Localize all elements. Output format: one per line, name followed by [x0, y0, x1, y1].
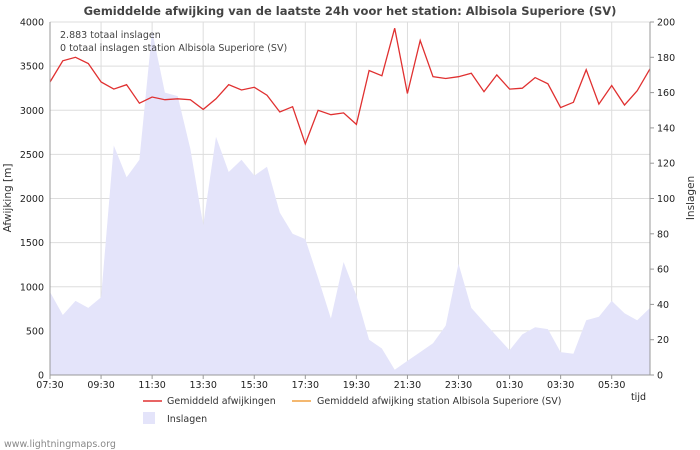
- left-tick-label-4: 2000: [20, 194, 44, 205]
- legend-label-deviation: Gemiddeld afwijkingen: [167, 396, 276, 407]
- left-tick-label-2: 1000: [20, 282, 44, 293]
- deviation-line: [49, 28, 651, 146]
- chart-title: Gemiddelde afwijking van de laatste 24h …: [84, 4, 617, 18]
- left-tick-label-7: 3500: [20, 62, 44, 73]
- left-tick-label-8: 4000: [20, 18, 44, 29]
- y-axis-label-left: Afwijking [m]: [2, 164, 14, 233]
- legend: Gemiddeld afwijkingen Gemiddeld afwijkin…: [143, 396, 562, 425]
- annotation-station-strikes: 0 totaal inslagen station Albisola Super…: [60, 43, 287, 54]
- left-axis-ticks: 0 500 1000 1500 2000 2500 3000 3500 4000: [20, 18, 44, 382]
- right-tick-label-4: 80: [657, 229, 669, 240]
- legend-label-station: Gemiddeld afwijking station Albisola Sup…: [317, 396, 562, 407]
- right-tick-label-1: 20: [657, 335, 669, 346]
- left-tick-label-5: 2500: [20, 150, 44, 161]
- x-axis-label: tijd: [631, 392, 646, 403]
- legend-swatch-strikes: [143, 412, 155, 424]
- x-tick-label-1: 09:30: [87, 380, 114, 391]
- strikes-area: [50, 30, 650, 376]
- x-tick-label-6: 19:30: [343, 380, 370, 391]
- right-tick-label-2: 40: [657, 300, 669, 311]
- x-tick-label-10: 03:30: [547, 380, 574, 391]
- left-tick-label-1: 500: [26, 326, 44, 337]
- x-tick-label-3: 13:30: [189, 380, 216, 391]
- annotation-total-strikes: 2.883 totaal inslagen: [60, 30, 161, 41]
- x-tick-label-5: 17:30: [292, 380, 319, 391]
- right-axis-ticks: 0 20 40 60 80 100 120 140 160 180 200: [650, 18, 675, 382]
- x-tick-label-0: 07:30: [36, 380, 63, 391]
- legend-label-strikes: Inslagen: [167, 414, 207, 425]
- y-axis-label-right: Inslagen: [685, 176, 697, 220]
- right-tick-label-10: 200: [657, 18, 675, 29]
- right-tick-label-5: 100: [657, 194, 675, 205]
- x-axis-ticks: 07:30 09:30 11:30 13:30 15:30 17:30 19:30 21:30…: [36, 375, 625, 391]
- right-tick-label-8: 160: [657, 88, 675, 99]
- right-tick-label-0: 0: [657, 371, 663, 382]
- right-tick-label-7: 140: [657, 123, 675, 134]
- x-tick-label-8: 23:30: [445, 380, 472, 391]
- strikes-area-path: [50, 30, 650, 376]
- deviation-line-path: [49, 28, 651, 146]
- right-tick-label-3: 60: [657, 265, 669, 276]
- left-tick-label-0: 0: [38, 371, 44, 382]
- left-tick-label-6: 3000: [20, 106, 44, 117]
- right-tick-label-9: 180: [657, 53, 675, 64]
- credit-text: www.lightningmaps.org: [4, 439, 116, 450]
- x-tick-label-7: 21:30: [394, 380, 421, 391]
- x-tick-label-2: 11:30: [138, 380, 165, 391]
- left-tick-label-3: 1500: [20, 238, 44, 249]
- x-tick-label-4: 15:30: [241, 380, 268, 391]
- x-tick-label-9: 01:30: [496, 380, 523, 391]
- right-tick-label-6: 120: [657, 159, 675, 170]
- x-tick-label-11: 05:30: [598, 380, 625, 391]
